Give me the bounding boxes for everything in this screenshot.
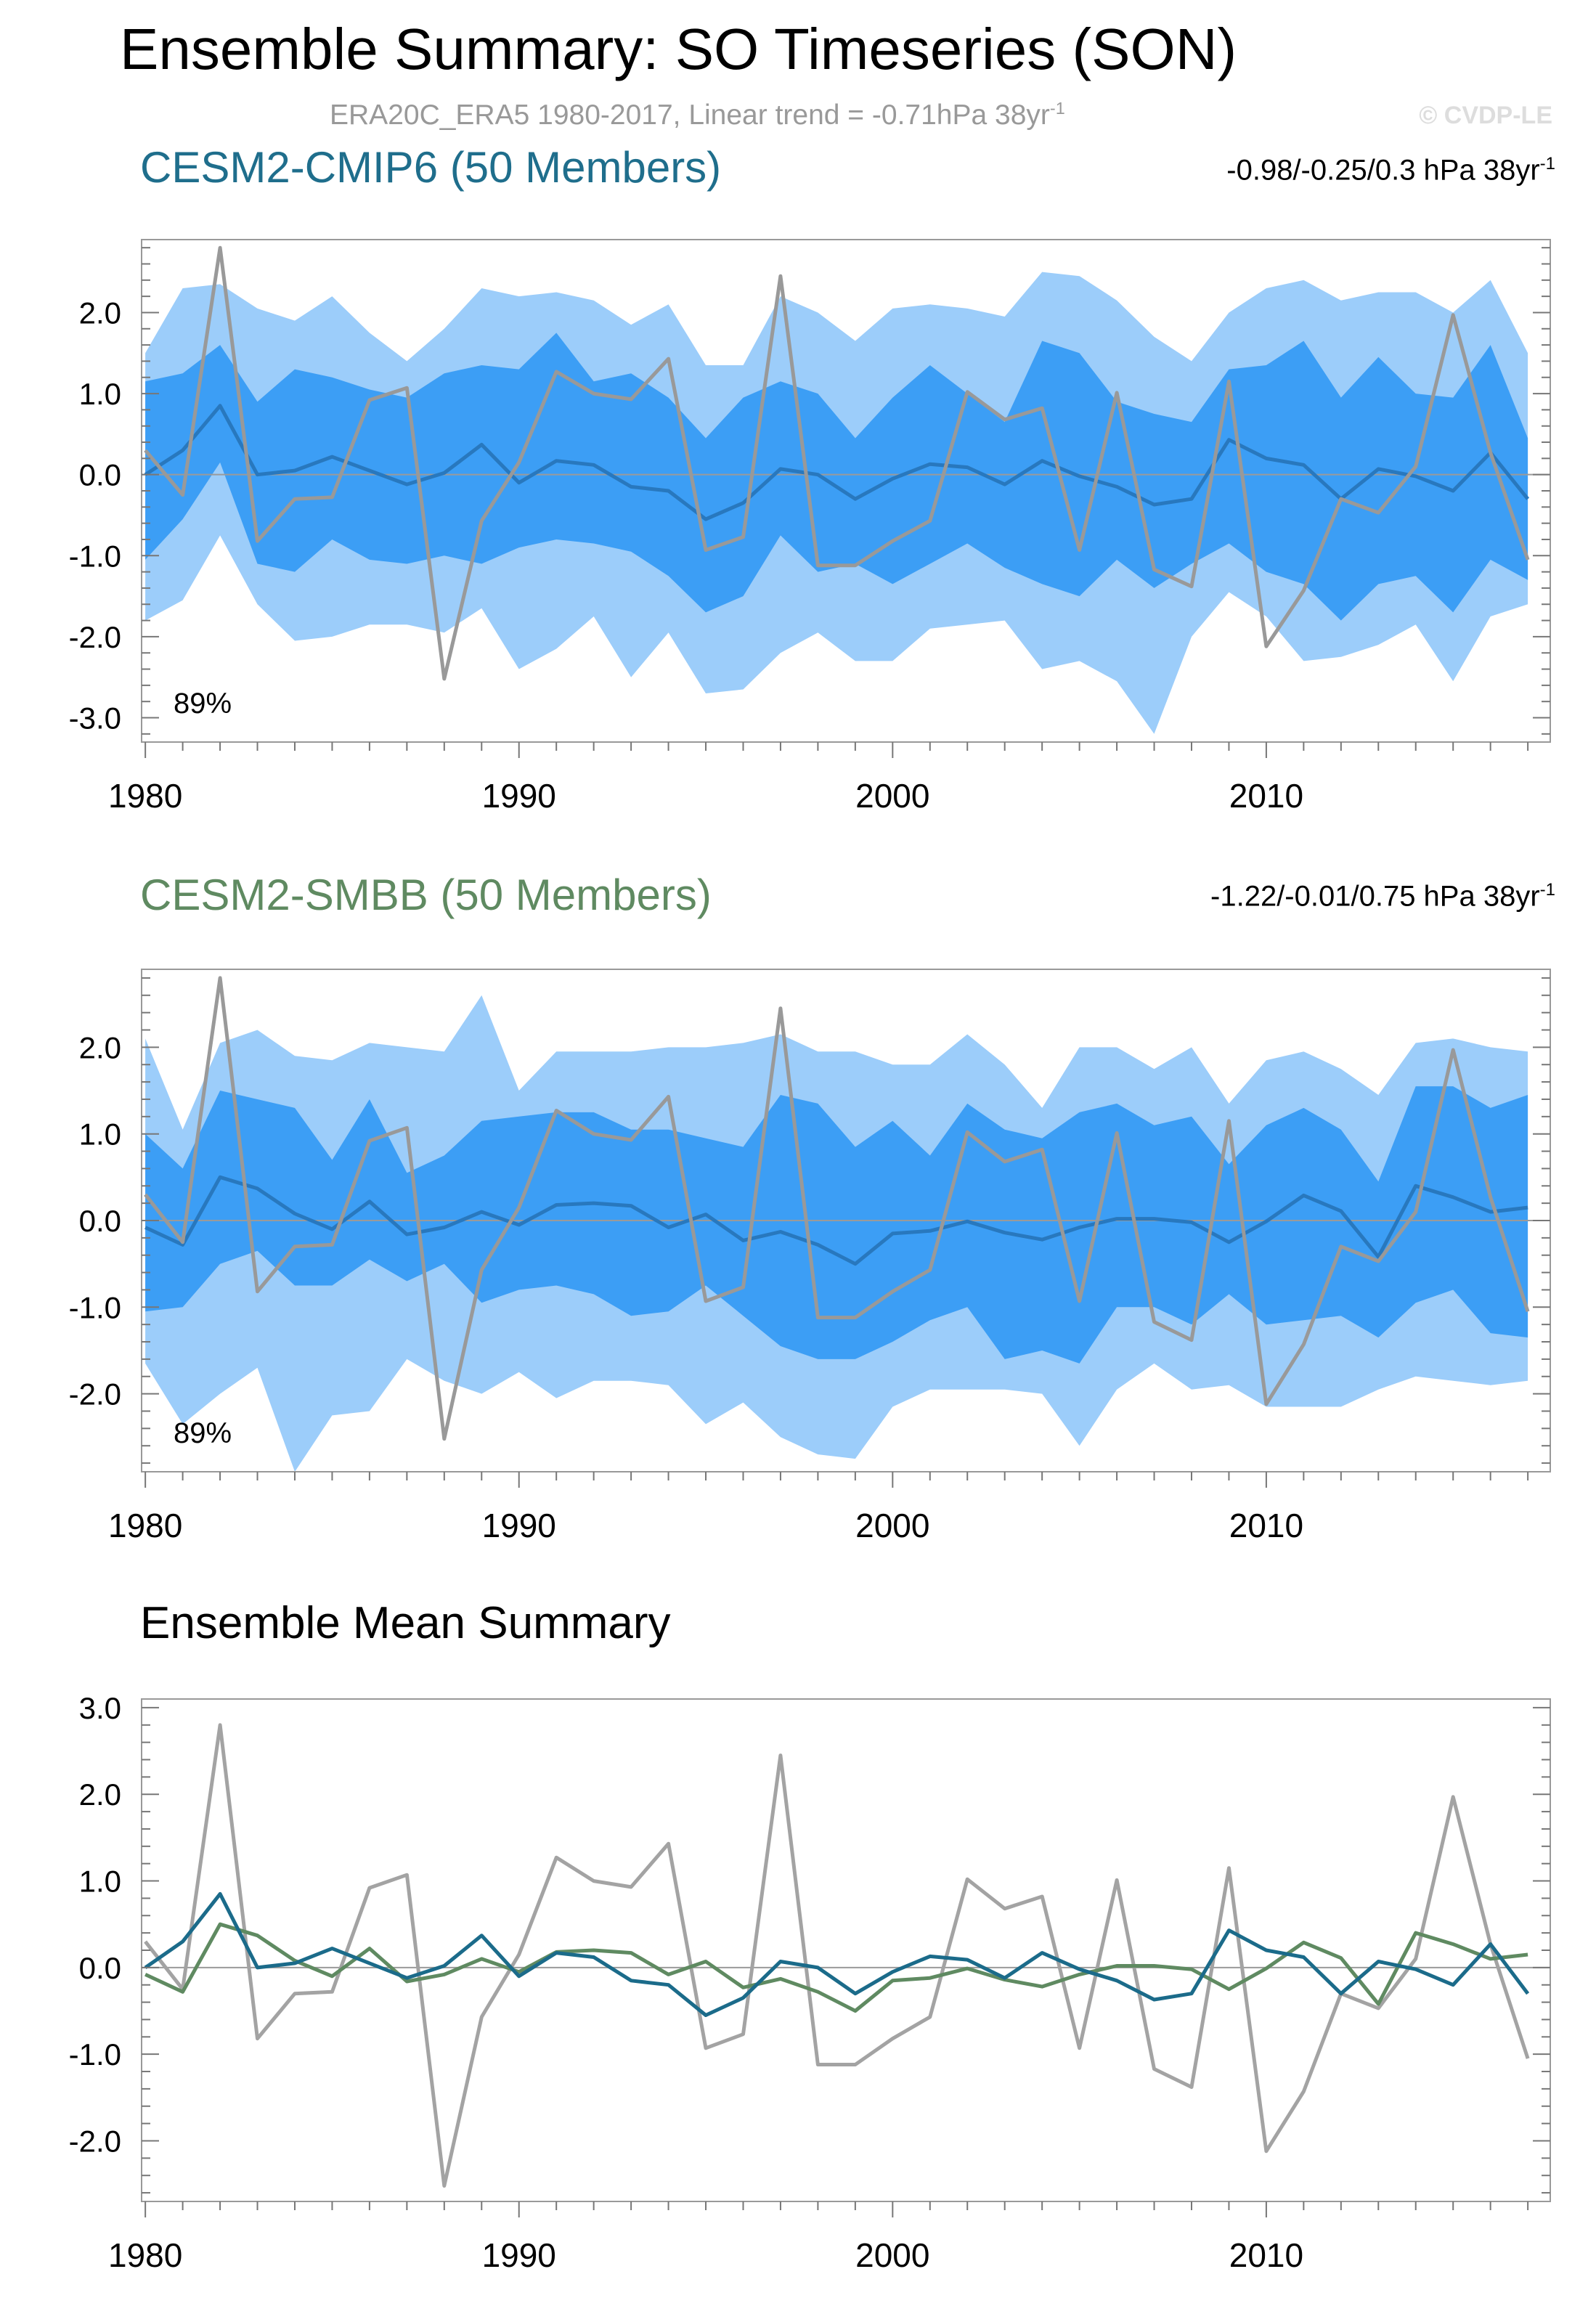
credit-watermark: © CVDP-LE [1419,102,1552,129]
series-line-observations [144,1723,1530,2188]
y-tick-label: 2.0 [79,296,121,330]
y-tick-label: 0.0 [79,1204,121,1238]
series-line-observations [144,976,1530,1441]
x-tick-label: 1990 [482,1507,556,1544]
y-tick-label: 0.0 [79,1951,121,1985]
subtitle-text: ERA20C_ERA5 1980-2017, Linear trend = -0… [330,99,1050,131]
x-tick-label: 2010 [1229,777,1303,815]
x-tick-label: 1980 [108,777,182,815]
panel-2-title: CESM2-SMBB (50 Members) [140,871,712,919]
series-line-cesm2-smbb [144,1922,1528,2013]
x-tick-label: 1980 [108,1507,182,1544]
y-tick-label: 2.0 [79,1030,121,1064]
inner-spread-band [145,1086,1528,1364]
y-tick-label: -3.0 [69,701,121,736]
y-tick-label: -1.0 [69,1290,121,1324]
y-tick-label: -2.0 [69,2124,121,2158]
x-tick-label: 2000 [855,2236,929,2274]
panel-2-trend-superscript: -1 [1539,880,1555,900]
y-tick-label: 1.0 [79,1865,121,1899]
inner-spread-band [145,333,1528,621]
percent-annotation: 89% [174,688,232,720]
plot-frame [141,1698,1551,2202]
x-tick-label: 2010 [1229,2236,1303,2274]
x-tick-label: 2010 [1229,1507,1303,1544]
x-tick-label: 2000 [855,777,929,815]
y-tick-label: -2.0 [69,620,121,654]
y-tick-label: 0.0 [79,458,121,492]
y-tick-label: -1.0 [69,539,121,573]
series-line-cesm2-cmip6 [144,1891,1530,2017]
x-tick-label: 2000 [855,1507,929,1544]
y-tick-label: 2.0 [79,1777,121,1812]
series-line-observations [144,245,1530,681]
y-tick-label: 1.0 [79,377,121,411]
panel-2-trend: -1.22/-0.01/0.75 hPa 38yr-1 [1210,880,1555,913]
y-tick-label: 1.0 [79,1117,121,1152]
x-tick-label: 1980 [108,2236,182,2274]
panel-1-trend-superscript: -1 [1539,154,1555,174]
y-tick-label: 3.0 [79,1691,121,1725]
y-tick-label: -1.0 [69,2037,121,2071]
panel-1-trend-text: -0.98/-0.25/0.3 hPa 38yr [1226,154,1540,187]
subtitle-superscript: -1 [1049,99,1065,118]
panel-3-title: Ensemble Mean Summary [140,1598,671,1648]
x-tick-label: 1990 [482,777,556,815]
subtitle: ERA20C_ERA5 1980-2017, Linear trend = -0… [330,99,1065,131]
series-line-ensemble-mean [144,404,1530,521]
chart-panel-2: 2.0 1.0 0.0 -1.0 -2.0 1980 1990 2000 2010 89% [69,969,1551,1544]
percent-annotation: 89% [174,1417,232,1449]
panel-1-title: CESM2-CMIP6 (50 Members) [140,143,722,192]
panel-1-trend: -0.98/-0.25/0.3 hPa 38yr-1 [1226,154,1555,187]
y-tick-label: -2.0 [69,1377,121,1411]
x-tick-label: 1990 [482,2236,556,2274]
series-line-ensemble-mean [144,1175,1528,1266]
panel-2-trend-text: -1.22/-0.01/0.75 hPa 38yr [1210,880,1540,913]
main-title: Ensemble Summary: SO Timeseries (SON) [120,17,1237,81]
chart-panel-1: 2.0 1.0 0.0 -1.0 -2.0 -3.0 1980 1990 2000 2010 89% [69,239,1551,815]
chart-panel-3: 3.0 2.0 1.0 0.0 -1.0 -2.0 1980 1990 2000 2010 [69,1691,1551,2274]
